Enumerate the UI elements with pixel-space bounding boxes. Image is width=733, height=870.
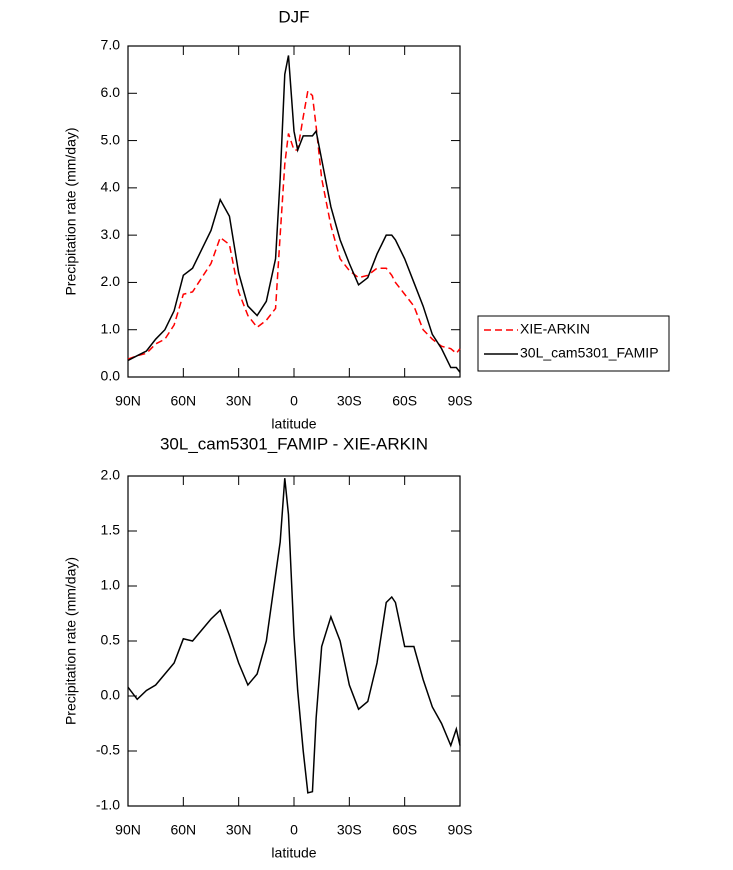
y-tick-label: 7.0: [101, 37, 121, 53]
x-tick-label: 90N: [115, 393, 141, 409]
data-line: [127, 89, 461, 360]
x-axis-label: latitude: [271, 416, 316, 432]
x-tick-label: 30S: [337, 393, 362, 409]
y-tick-label: 1.5: [101, 522, 121, 538]
legend-label: XIE-ARKIN: [520, 321, 590, 337]
y-tick-label: -0.5: [96, 742, 120, 758]
y-tick-label: 2.0: [101, 273, 121, 289]
x-axis-label: latitude: [271, 845, 316, 861]
y-tick-label: -1.0: [96, 797, 120, 813]
y-tick-label: 1.0: [101, 577, 121, 593]
data-line: [127, 55, 461, 373]
data-line: [127, 478, 461, 794]
plot-frame: [127, 45, 461, 378]
legend-box: [477, 315, 670, 372]
x-tick-label: 30S: [337, 822, 362, 838]
x-tick-label: 60S: [392, 393, 417, 409]
y-tick-label: 4.0: [101, 179, 121, 195]
y-tick-label: 1.0: [101, 320, 121, 336]
x-tick-label: 90N: [115, 822, 141, 838]
y-tick-label: 0.0: [101, 687, 121, 703]
y-tick-label: 6.0: [101, 84, 121, 100]
chart-title: DJF: [278, 7, 309, 26]
y-tick-label: 0.0: [101, 368, 121, 384]
x-tick-label: 30N: [226, 393, 252, 409]
y-tick-label: 5.0: [101, 131, 121, 147]
y-axis-label: Precipitation rate (mm/day): [63, 127, 79, 295]
y-tick-label: 0.5: [101, 632, 121, 648]
x-tick-label: 90S: [448, 393, 473, 409]
x-tick-label: 60N: [170, 822, 196, 838]
legend-label: 30L_cam5301_FAMIP: [520, 345, 659, 361]
x-tick-label: 90S: [448, 822, 473, 838]
y-tick-label: 2.0: [101, 467, 121, 483]
x-tick-label: 30N: [226, 822, 252, 838]
x-tick-label: 60S: [392, 822, 417, 838]
x-tick-label: 60N: [170, 393, 196, 409]
chart-title: 30L_cam5301_FAMIP - XIE-ARKIN: [160, 434, 428, 453]
y-tick-label: 3.0: [101, 226, 121, 242]
x-tick-label: 0: [290, 393, 298, 409]
x-tick-label: 0: [290, 822, 298, 838]
y-axis-label: Precipitation rate (mm/day): [63, 557, 79, 725]
